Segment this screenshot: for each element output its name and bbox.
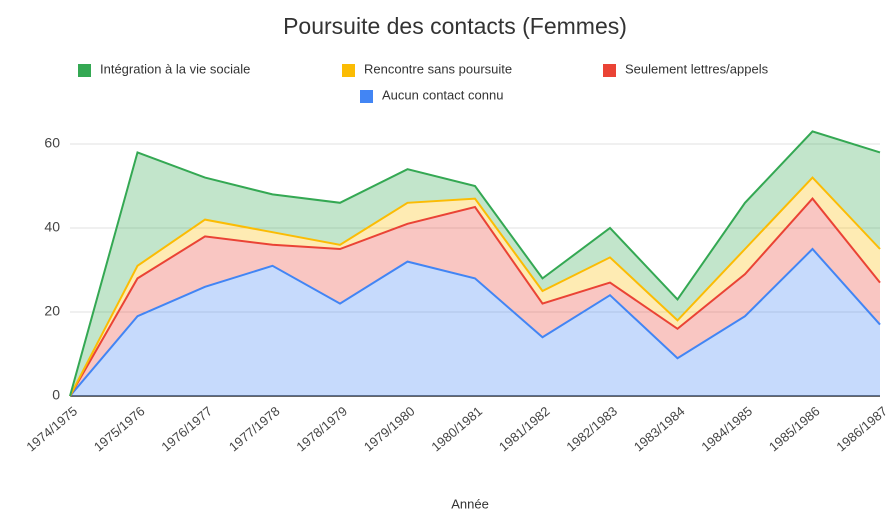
chart-title: Poursuite des contacts (Femmes) <box>283 13 627 39</box>
area <box>70 131 880 396</box>
x-tick-label: 1975/1976 <box>91 403 148 454</box>
x-tick-label: 1976/1977 <box>158 403 215 454</box>
legend-swatch <box>603 64 616 77</box>
y-tick-label: 0 <box>52 387 60 403</box>
x-tick-label: 1978/1979 <box>293 403 350 454</box>
x-tick-label: 1980/1981 <box>428 403 485 454</box>
x-tick-label: 1986/1987 <box>833 403 887 454</box>
area-line <box>69 247 881 397</box>
x-tick-label: 1983/1984 <box>631 403 688 454</box>
y-tick-label: 20 <box>44 303 60 319</box>
area-line <box>69 130 881 397</box>
x-tick-label: 1977/1978 <box>226 403 283 454</box>
legend-swatch <box>360 90 373 103</box>
area-line <box>69 176 881 397</box>
y-tick-label: 60 <box>44 135 60 151</box>
x-tick-label: 1984/1985 <box>698 403 755 454</box>
legend-swatch <box>342 64 355 77</box>
legend-label: Aucun contact connu <box>382 87 503 102</box>
x-tick-label: 1979/1980 <box>361 403 418 454</box>
legend-label: Rencontre sans poursuite <box>364 61 512 76</box>
legend-label: Seulement lettres/appels <box>625 61 769 76</box>
x-tick-label: 1974/1975 <box>23 403 80 454</box>
x-axis-label: Année <box>451 496 489 511</box>
x-tick-label: 1981/1982 <box>496 403 553 454</box>
x-tick-label: 1985/1986 <box>766 403 823 454</box>
area <box>70 198 880 396</box>
legend-swatch <box>78 64 91 77</box>
area-line <box>69 197 881 397</box>
y-tick-label: 40 <box>44 219 60 235</box>
legend-label: Intégration à la vie sociale <box>100 61 250 76</box>
x-tick-label: 1982/1983 <box>563 403 620 454</box>
